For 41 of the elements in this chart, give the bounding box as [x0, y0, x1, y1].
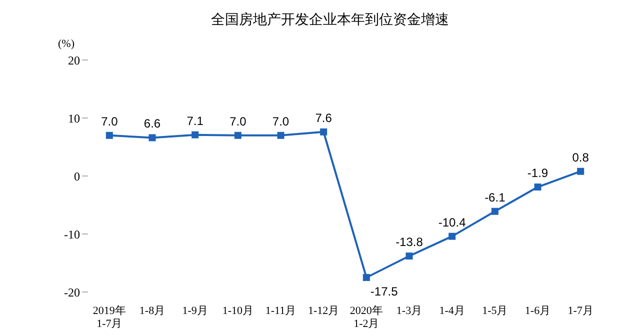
point [577, 168, 584, 175]
x-tick-label: 1-9月 [182, 305, 208, 317]
data-label: 7.0 [101, 114, 118, 128]
data-label: -1.9 [527, 166, 548, 180]
y-tick-label: -10 [64, 227, 80, 242]
data-label: 7.0 [230, 114, 247, 128]
point [192, 131, 199, 138]
point [491, 208, 498, 215]
y-tick-label: 0 [74, 169, 80, 184]
chart-title: 全国房地产开发企业本年到位资金增速 [210, 10, 450, 29]
point [148, 134, 156, 142]
y-tick-label: 20 [68, 53, 80, 68]
point [448, 232, 456, 240]
point [362, 274, 370, 281]
point [320, 128, 328, 136]
data-label: 7.0 [272, 114, 290, 128]
x-tick-label: 1-12月 [308, 305, 340, 317]
data-label: 0.8 [572, 150, 590, 164]
data-label: -6.1 [484, 190, 506, 204]
point [406, 252, 413, 260]
data-label: 7.6 [315, 110, 332, 125]
point [234, 132, 242, 139]
x-tick-label: 1-8月 [139, 305, 166, 317]
x-tick-label: 1-11月 [265, 305, 296, 317]
point [106, 132, 113, 139]
y-tick-label: 10 [68, 111, 80, 126]
y-tick-label: -20 [64, 285, 80, 300]
x-tick-label: 1-3月 [396, 305, 422, 317]
data-label: -17.5 [370, 284, 398, 298]
point [277, 132, 284, 139]
point [534, 184, 542, 191]
data-label: 7.1 [186, 114, 204, 128]
x-tick-label: 1-10月 [222, 305, 254, 317]
x-tick-label: 1-6月 [524, 305, 551, 317]
data-label: -10.4 [438, 215, 466, 230]
x-tick-label: 1-7月 [568, 305, 594, 317]
data-label: 6.6 [144, 116, 161, 131]
data-label: -13.8 [396, 235, 424, 250]
x-tick-label: 1-4月 [439, 305, 465, 317]
x-tick-label: 1-5月 [482, 305, 508, 317]
y-axis-title: (%) [58, 38, 74, 50]
